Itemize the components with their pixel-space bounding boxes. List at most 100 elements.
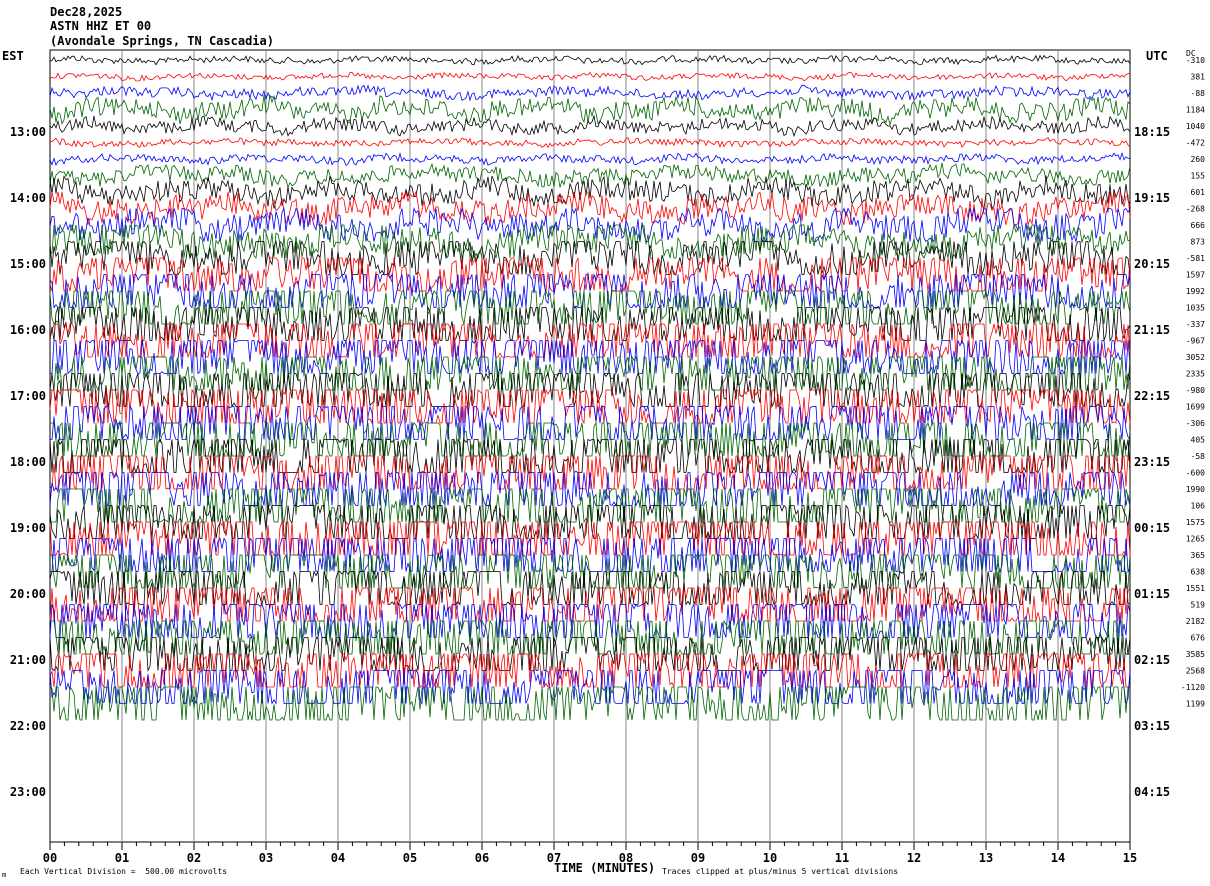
right-hour-label: 20:15 bbox=[1134, 257, 1170, 271]
seismic-trace-24 bbox=[50, 421, 1131, 458]
dc-offset-label: 155 bbox=[1191, 172, 1206, 181]
dc-offset-label: 1575 bbox=[1186, 518, 1205, 527]
dc-offset-label: 2568 bbox=[1186, 667, 1205, 676]
dc-offset-label: 1265 bbox=[1186, 535, 1205, 544]
dc-offset-label: 1040 bbox=[1186, 122, 1205, 131]
dc-offset-label: 1035 bbox=[1186, 304, 1205, 313]
seismic-trace-35 bbox=[49, 602, 1131, 639]
corner-mark: m bbox=[2, 871, 7, 879]
right-hour-label: 21:15 bbox=[1134, 323, 1170, 337]
dc-offset-label: -980 bbox=[1186, 386, 1205, 395]
dc-offset-label: -310 bbox=[1186, 56, 1205, 65]
left-hour-label: 15:00 bbox=[10, 257, 46, 271]
seismic-trace-1 bbox=[49, 54, 1131, 66]
seismic-trace-23 bbox=[50, 405, 1131, 442]
seismic-trace-9 bbox=[49, 175, 1131, 210]
right-hour-label: 18:15 bbox=[1134, 125, 1170, 139]
seismic-trace-26 bbox=[49, 454, 1131, 491]
x-tick-label: 15 bbox=[1123, 851, 1137, 865]
dc-offset-label: -1120 bbox=[1181, 683, 1205, 692]
x-tick-label: 12 bbox=[907, 851, 921, 865]
dc-offset-label: 1551 bbox=[1186, 584, 1205, 593]
left-hour-label: 23:00 bbox=[10, 785, 46, 799]
dc-offset-label: 519 bbox=[1191, 601, 1206, 610]
right-hour-label: 01:15 bbox=[1134, 587, 1170, 601]
right-hour-label: 22:15 bbox=[1134, 389, 1170, 403]
left-zone-label: EST bbox=[2, 49, 24, 63]
left-hour-label: 22:00 bbox=[10, 719, 46, 733]
dc-offset-label: 638 bbox=[1191, 568, 1206, 577]
x-tick-label: 14 bbox=[1051, 851, 1065, 865]
seismic-trace-2 bbox=[49, 71, 1131, 82]
left-hour-label: 21:00 bbox=[10, 653, 46, 667]
dc-offset-label: 405 bbox=[1191, 436, 1206, 445]
seismic-trace-19 bbox=[50, 339, 1131, 375]
right-hour-label: 03:15 bbox=[1134, 719, 1170, 733]
dc-offset-label: 106 bbox=[1191, 502, 1206, 511]
seismic-trace-4 bbox=[49, 94, 1131, 127]
seismic-trace-8 bbox=[49, 162, 1131, 189]
dc-offset-label: -337 bbox=[1186, 320, 1205, 329]
left-hour-label: 14:00 bbox=[10, 191, 46, 205]
x-tick-label: 06 bbox=[475, 851, 489, 865]
dc-offset-label: -58 bbox=[1191, 452, 1206, 461]
seismic-trace-28 bbox=[50, 487, 1131, 524]
x-tick-label: 02 bbox=[187, 851, 201, 865]
right-hour-label: 00:15 bbox=[1134, 521, 1170, 535]
seismic-trace-12 bbox=[49, 223, 1131, 260]
seismic-trace-39 bbox=[49, 669, 1131, 705]
dc-offset-label: -88 bbox=[1191, 89, 1206, 98]
left-hour-label: 13:00 bbox=[10, 125, 46, 139]
channel-label: ASTN HHZ ET 00 bbox=[50, 19, 152, 33]
seismic-trace-13 bbox=[49, 240, 1131, 276]
dc-offset-label: 1199 bbox=[1186, 700, 1205, 709]
seismic-trace-40 bbox=[49, 685, 1130, 721]
seismic-trace-29 bbox=[49, 504, 1131, 541]
seismic-trace-7 bbox=[49, 151, 1131, 167]
seismic-trace-20 bbox=[50, 355, 1131, 392]
dc-offset-label: 873 bbox=[1191, 238, 1206, 247]
x-tick-label: 01 bbox=[115, 851, 129, 865]
x-tick-label: 13 bbox=[979, 851, 993, 865]
seismic-trace-36 bbox=[50, 619, 1130, 656]
dc-offset-label: -472 bbox=[1186, 139, 1205, 148]
dc-offset-label: -306 bbox=[1186, 419, 1205, 428]
x-tick-label: 09 bbox=[691, 851, 705, 865]
x-tick-label: 00 bbox=[43, 851, 57, 865]
x-tick-label: 10 bbox=[763, 851, 777, 865]
dc-offset-label: 601 bbox=[1191, 188, 1206, 197]
x-tick-label: 05 bbox=[403, 851, 417, 865]
dc-offset-label: 1184 bbox=[1186, 106, 1205, 115]
dc-offset-label: 1990 bbox=[1186, 485, 1205, 494]
x-tick-label: 03 bbox=[259, 851, 273, 865]
left-hour-label: 16:00 bbox=[10, 323, 46, 337]
x-tick-label: 04 bbox=[331, 851, 345, 865]
seismic-trace-3 bbox=[49, 84, 1131, 102]
dc-offset-label: 676 bbox=[1191, 634, 1206, 643]
x-tick-label: 08 bbox=[619, 851, 633, 865]
right-hour-label: 04:15 bbox=[1134, 785, 1170, 799]
seismic-trace-14 bbox=[49, 256, 1131, 293]
x-axis-title: TIME (MINUTES) bbox=[554, 861, 656, 875]
dc-offset-label: 365 bbox=[1191, 551, 1206, 560]
right-hour-label: 19:15 bbox=[1134, 191, 1170, 205]
right-hour-label: 02:15 bbox=[1134, 653, 1170, 667]
right-hour-label: 23:15 bbox=[1134, 455, 1170, 469]
scale-note: Each Vertical Division = 500.00 microvol… bbox=[20, 867, 228, 876]
seismic-trace-10 bbox=[49, 190, 1131, 226]
dc-offset-label: 381 bbox=[1191, 73, 1206, 82]
seismic-trace-27 bbox=[49, 471, 1131, 508]
left-hour-label: 20:00 bbox=[10, 587, 46, 601]
dc-offset-label: 2182 bbox=[1186, 617, 1205, 626]
left-hour-label: 19:00 bbox=[10, 521, 46, 535]
dc-offset-label: 260 bbox=[1191, 155, 1206, 164]
clip-note: Traces clipped at plus/minus 5 vertical … bbox=[662, 867, 899, 876]
x-tick-label: 07 bbox=[547, 851, 561, 865]
dc-offset-label: -967 bbox=[1186, 337, 1205, 346]
x-tick-label: 11 bbox=[835, 851, 849, 865]
seismic-trace-21 bbox=[49, 372, 1131, 409]
seismic-trace-25 bbox=[49, 438, 1131, 475]
location-label: (Avondale Springs, TN Cascadia) bbox=[50, 34, 274, 48]
seismic-trace-11 bbox=[49, 206, 1131, 244]
